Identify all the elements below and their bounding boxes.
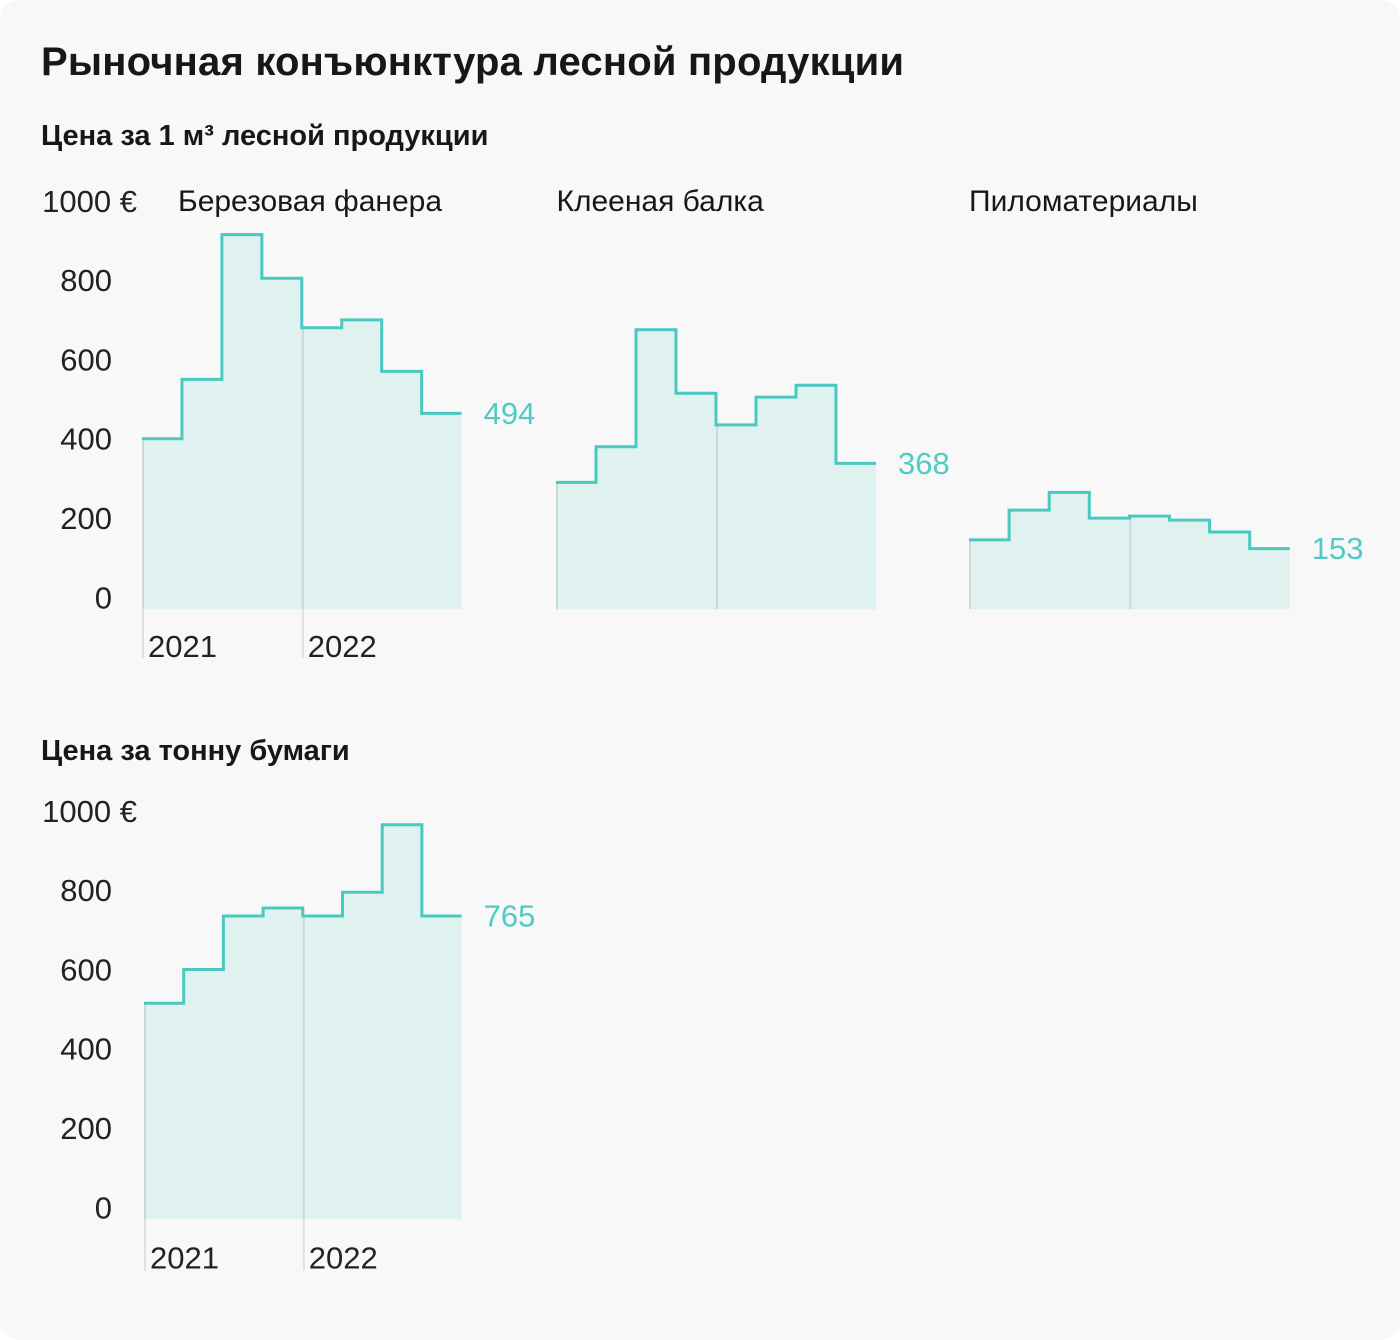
chart-title: Клееная балка	[557, 185, 765, 218]
year-label: 2022	[308, 629, 377, 664]
y-tick-label: 1000 €	[42, 184, 137, 219]
y-tick-label: 1000 €	[42, 794, 137, 829]
y-tick-label: 0	[95, 580, 112, 615]
step-line	[556, 328, 876, 484]
y-tick-label: 600	[60, 342, 112, 377]
step-line	[144, 823, 462, 1005]
chart-title: Березовая фанера	[178, 185, 442, 218]
y-tick-label: 800	[60, 263, 112, 298]
y-tick-label: 400	[60, 422, 112, 457]
value-label: 153	[1312, 531, 1364, 566]
step-area-chart: Пиломатериалы 153	[969, 185, 1364, 610]
year-label: 2021	[148, 629, 217, 664]
chart-title: Пиломатериалы	[969, 185, 1198, 218]
y-tick-label: 200	[60, 501, 112, 536]
step-line	[142, 233, 462, 441]
section-title-paper: Цена за тонну бумаги	[41, 735, 350, 767]
year-label: 2021	[150, 1241, 219, 1276]
step-area-chart: 0 200 400 600 800 1000 € 2021 2022 765	[42, 794, 535, 1276]
year-label: 2022	[309, 1241, 378, 1276]
step-area-chart: Клееная балка 368	[556, 185, 950, 610]
y-tick-label: 800	[60, 873, 112, 908]
y-tick-label: 400	[60, 1032, 112, 1067]
y-tick-label: 200	[60, 1111, 112, 1146]
page-title: Рыночная конъюнктура лесной продукции	[41, 40, 905, 84]
step-line	[969, 490, 1290, 551]
section-title-forest-products: Цена за 1 м³ лесной продукции	[41, 120, 489, 152]
value-label: 765	[484, 898, 536, 933]
y-tick-label: 0	[95, 1190, 112, 1225]
step-area-chart: 0 200 400 600 800 1000 € Березовая фанера 2021 2…	[42, 184, 535, 664]
value-label: 494	[484, 396, 536, 431]
value-label: 368	[898, 446, 950, 481]
y-tick-label: 600	[60, 952, 112, 987]
